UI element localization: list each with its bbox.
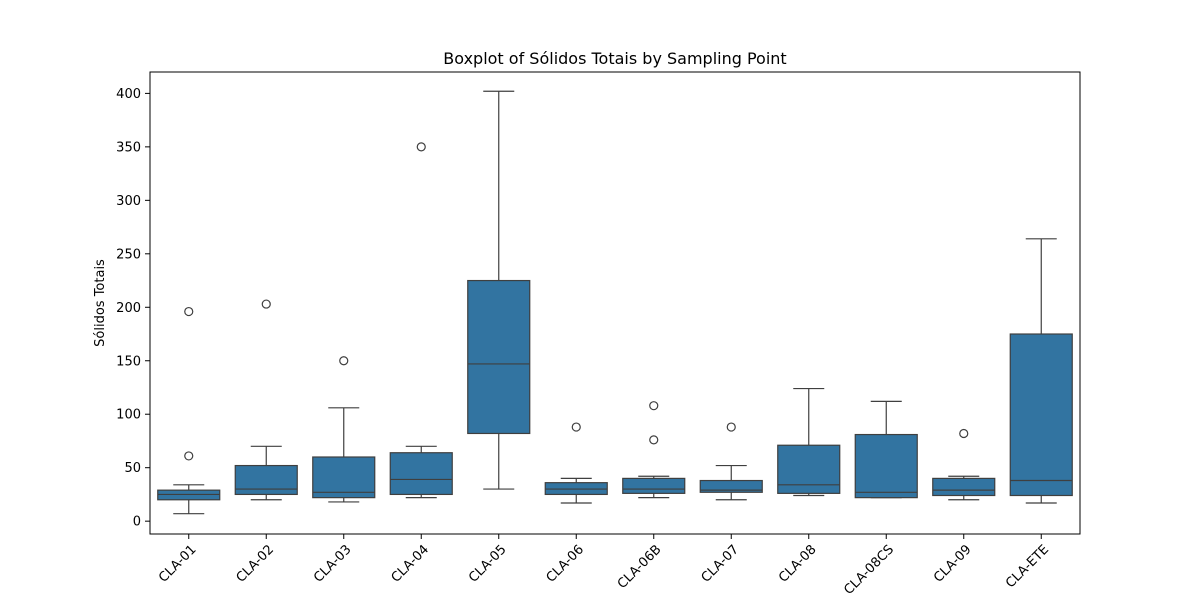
chart-title: Boxplot of Sólidos Totais by Sampling Po… [443,49,786,68]
box [234,464,298,496]
x-tick-label: CLA-06B [615,542,665,592]
outlier-point [416,142,426,152]
outlier-point [339,356,349,366]
x-tick-label: CLA-04 [389,542,432,585]
y-tick-label: 0 [133,515,141,530]
y-tick-label: 350 [116,140,141,155]
box [1009,333,1073,497]
x-tick-label: CLA-06 [544,542,587,585]
outlier-point [959,428,969,439]
box [312,456,376,499]
x-tick-label: CLA-01 [156,542,199,585]
x-tick-label: CLA-08CS [841,542,897,598]
box [622,477,686,494]
y-tick-label: 100 [116,408,141,423]
box [854,433,918,499]
y-axis-label: Sólidos Totais [93,259,108,347]
y-tick-label: 150 [116,354,141,369]
y-tick-label: 200 [116,301,141,316]
outlier-point [184,306,194,317]
plot-frame [149,71,1081,535]
box [467,279,531,435]
box [699,479,763,493]
x-tick-label: CLA-05 [466,542,509,585]
outlier-point [649,401,659,411]
plot-area: 0 50 100 150 200 250 300 350 400 CLA-01 CLA-02 CLA-… [116,87,1073,598]
x-tick-label: CLA-ETE [1003,542,1052,591]
outlier-point [571,422,581,432]
x-tick-label: CLA-02 [234,542,277,585]
outlier-point [184,451,194,461]
outlier-point [726,422,736,432]
outlier-point [649,435,659,445]
x-tick-label: CLA-09 [931,542,974,585]
y-tick-label: 50 [124,461,141,476]
x-tick-label: CLA-03 [311,542,354,585]
x-tick-label: CLA-07 [699,542,742,585]
box [932,477,996,497]
x-tick-label: CLA-08 [776,542,819,585]
y-tick-label: 250 [116,247,141,262]
y-tick-label: 400 [116,87,141,102]
outlier-point [261,299,271,309]
box [777,444,841,494]
y-tick-label: 300 [116,194,141,209]
box [389,452,453,496]
